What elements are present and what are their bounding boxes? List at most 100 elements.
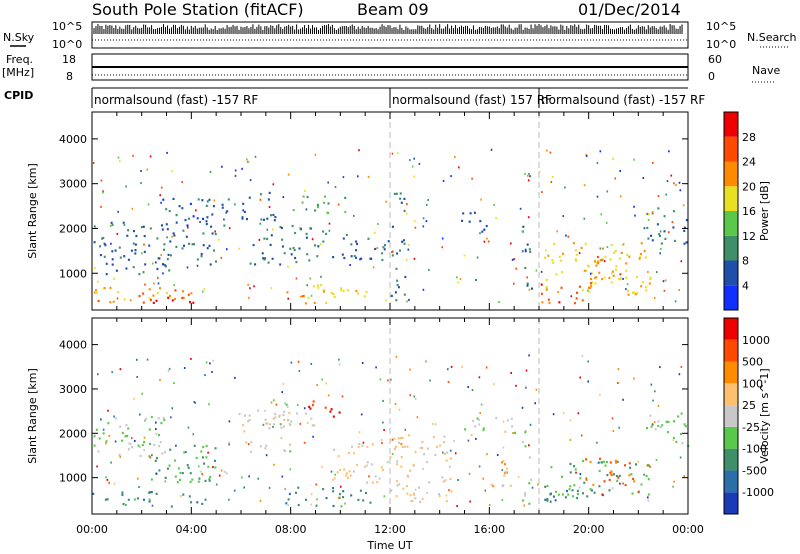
echo-cell xyxy=(550,466,553,469)
echo-cell xyxy=(483,228,486,231)
echo-speckle xyxy=(212,466,214,469)
echo-speckle xyxy=(467,439,470,442)
echo-speckle xyxy=(408,243,410,246)
echo-speckle xyxy=(226,248,228,251)
echo-speckle xyxy=(113,277,115,280)
echo-cell xyxy=(259,445,262,448)
echo-cell xyxy=(311,424,314,427)
echo-speckle xyxy=(414,488,417,491)
echo-cell xyxy=(208,478,211,481)
echo-speckle xyxy=(242,209,244,212)
echo-cell xyxy=(411,499,414,503)
echo-cell xyxy=(473,211,476,214)
echo-cell xyxy=(105,273,108,276)
echo-cell xyxy=(302,294,305,298)
echo-speckle xyxy=(385,299,387,302)
echo-speckle xyxy=(225,211,227,214)
echo-speckle xyxy=(484,489,487,492)
echo-cell xyxy=(399,436,402,440)
echo-cell xyxy=(193,243,196,246)
echo-speckle xyxy=(146,358,149,361)
echo-cell xyxy=(183,244,185,247)
echo-cell xyxy=(645,474,648,477)
echo-speckle xyxy=(312,435,314,438)
echo-speckle xyxy=(155,472,157,475)
echo-cell xyxy=(344,196,347,199)
echo-speckle xyxy=(155,428,157,431)
echo-cell xyxy=(332,415,335,418)
echo-speckle xyxy=(540,270,543,273)
echo-cell xyxy=(156,292,159,295)
echo-cell xyxy=(371,481,374,484)
echo-cell xyxy=(170,505,173,508)
echo-speckle xyxy=(266,228,269,231)
power-bg xyxy=(92,112,688,310)
echo-cell xyxy=(595,264,598,267)
echo-speckle xyxy=(411,165,414,168)
echo-cell xyxy=(196,258,199,261)
echo-cell xyxy=(353,470,355,473)
echo-speckle xyxy=(360,413,363,416)
echo-cell xyxy=(594,282,597,285)
echo-speckle xyxy=(552,175,554,178)
echo-cell xyxy=(114,417,117,420)
echo-cell xyxy=(462,212,465,215)
echo-cell xyxy=(394,447,396,451)
echo-cell xyxy=(286,291,289,294)
echo-speckle xyxy=(391,438,394,441)
echo-cell xyxy=(355,290,358,293)
time-tick-label: 20:00 xyxy=(573,523,605,536)
echo-cell xyxy=(203,462,205,465)
echo-cell xyxy=(642,281,644,284)
echo-speckle xyxy=(396,152,399,155)
echo-cell xyxy=(479,220,482,223)
echo-cell xyxy=(161,452,164,455)
echo-cell xyxy=(93,444,96,447)
echo-cell xyxy=(149,442,151,445)
nsearch-tick-bottom: 10^0 xyxy=(706,38,736,51)
echo-cell xyxy=(575,297,578,300)
echo-cell xyxy=(212,205,215,208)
echo-speckle xyxy=(660,248,662,250)
echo-speckle xyxy=(562,215,565,218)
echo-cell xyxy=(594,260,596,263)
echo-speckle xyxy=(535,269,538,272)
echo-cell xyxy=(104,244,107,247)
echo-cell xyxy=(625,276,628,279)
echo-cell xyxy=(576,493,579,496)
echo-cell xyxy=(197,480,200,483)
echo-speckle xyxy=(162,272,164,275)
echo-speckle xyxy=(418,162,421,165)
echo-speckle xyxy=(454,452,457,455)
echo-cell xyxy=(598,469,601,473)
echo-speckle xyxy=(564,186,566,189)
echo-speckle xyxy=(113,482,116,485)
echo-speckle xyxy=(422,225,425,228)
echo-cell xyxy=(625,269,628,272)
echo-cell xyxy=(329,410,332,413)
echo-speckle xyxy=(200,470,202,473)
echo-cell xyxy=(170,254,172,257)
echo-cell xyxy=(289,443,291,446)
echo-speckle xyxy=(310,503,313,506)
echo-speckle xyxy=(431,422,434,425)
echo-cell xyxy=(249,262,252,265)
echo-speckle xyxy=(647,218,650,221)
echo-speckle xyxy=(342,176,345,179)
echo-cell xyxy=(396,252,399,255)
echo-speckle xyxy=(143,449,145,452)
echo-speckle xyxy=(136,376,138,378)
echo-cell xyxy=(314,209,317,212)
echo-speckle xyxy=(583,184,586,187)
echo-cell xyxy=(148,428,151,431)
y-tick-label: 2000 xyxy=(59,427,87,440)
echo-cell xyxy=(528,502,531,505)
echo-cell xyxy=(401,445,404,448)
echo-speckle xyxy=(144,419,146,422)
colorbar-tick-label: 8 xyxy=(742,255,749,268)
echo-cell xyxy=(299,227,302,230)
echo-cell xyxy=(439,444,442,447)
echo-speckle xyxy=(193,401,196,403)
echo-speckle xyxy=(416,416,419,419)
echo-cell xyxy=(490,483,493,486)
